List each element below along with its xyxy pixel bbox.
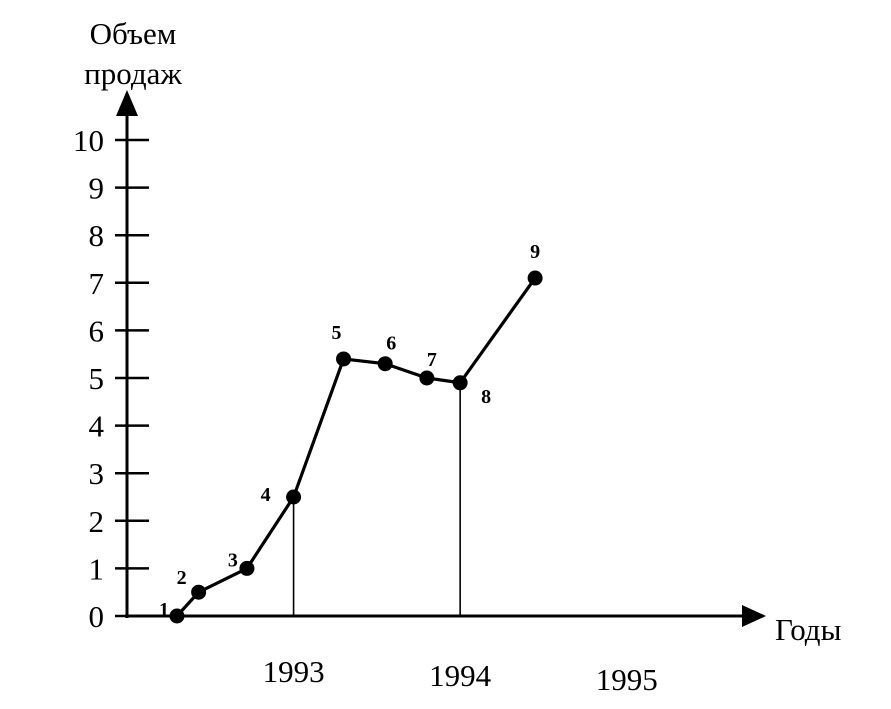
point-label: 5 (332, 322, 342, 344)
y-tick-label: 8 (89, 218, 105, 253)
y-axis-arrow (116, 90, 138, 116)
x-tick-label: 1994 (429, 658, 492, 693)
data-point (452, 375, 468, 391)
y-tick-label: 2 (89, 504, 105, 539)
reference-lines (292, 382, 461, 616)
point-label: 1 (159, 599, 169, 621)
y-tick-label: 9 (89, 171, 105, 206)
point-label: 7 (427, 349, 437, 371)
point-label: 6 (386, 333, 396, 355)
axes (116, 90, 766, 627)
data-point (169, 608, 185, 624)
y-tick-label: 6 (89, 313, 105, 348)
point-label: 9 (530, 241, 540, 263)
point-label: 3 (228, 549, 238, 571)
x-tick-label: 1993 (263, 654, 325, 689)
x-axis-arrow (742, 605, 766, 627)
data-point (286, 489, 302, 505)
data-point (239, 560, 255, 576)
data-point (377, 356, 393, 372)
y-axis-title-line-2: продаж (84, 56, 182, 91)
y-ticks: 0 1 2 3 4 5 6 7 8 9 10 (73, 123, 149, 634)
point-label: 8 (481, 386, 491, 408)
y-tick-label: 7 (89, 266, 105, 301)
data-point (527, 270, 543, 286)
x-tick-labels: 1993 1994 1995 (263, 654, 658, 697)
data-point (191, 584, 207, 600)
x-tick-label: 1995 (596, 662, 658, 697)
y-axis-title-line-1: Объем (90, 16, 177, 51)
data-points: 12 3 4 5 6 7 8 9 (159, 241, 543, 624)
data-point (419, 370, 435, 386)
y-tick-label: 1 (89, 551, 105, 586)
y-tick-label: 4 (89, 409, 105, 444)
y-tick-label: 10 (73, 123, 104, 158)
x-axis-title: Годы (775, 612, 842, 647)
data-point (336, 351, 352, 367)
point-label: 2 (177, 567, 187, 589)
point-label: 4 (261, 484, 271, 506)
y-tick-label: 5 (89, 361, 105, 396)
y-tick-label: 3 (89, 456, 105, 491)
y-tick-label: 0 (89, 599, 105, 634)
